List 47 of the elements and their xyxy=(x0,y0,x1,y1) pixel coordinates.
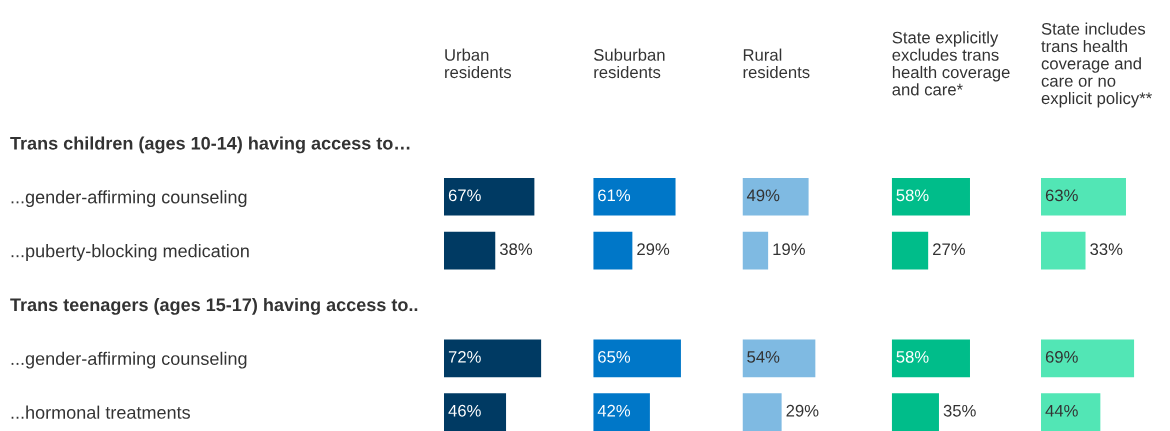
chart-title: Urban residents xyxy=(445,48,512,79)
bar xyxy=(593,393,650,431)
y-tick-label: ...puberty-blocking medication xyxy=(11,244,249,261)
y-tick-label: Trans teenagers (ages 15-17) having access to.. xyxy=(10,297,418,315)
bar xyxy=(593,339,681,378)
bar xyxy=(742,393,782,431)
bar xyxy=(1041,231,1086,270)
bar xyxy=(742,231,769,270)
bar xyxy=(444,177,535,216)
bar xyxy=(444,231,496,270)
data-label: 65% xyxy=(598,350,631,363)
bar xyxy=(1041,339,1135,378)
bar xyxy=(444,339,542,378)
y-tick-label: Trans children (ages 10-14) having access to… xyxy=(10,136,410,154)
data-label: 46% xyxy=(448,404,481,417)
data-label: 27% xyxy=(933,243,965,256)
bar xyxy=(1041,177,1126,216)
data-label: 44% xyxy=(1045,404,1078,417)
chart-title: State explicitly excludes trans health coverage and care* xyxy=(892,31,1010,96)
bar xyxy=(742,339,816,378)
bar xyxy=(1041,393,1101,431)
data-label: 61% xyxy=(598,189,631,202)
data-label: 35% xyxy=(943,404,976,417)
data-label: 42% xyxy=(597,404,631,417)
y-tick-label: ...gender-affirming counseling xyxy=(11,190,247,208)
data-label: 19% xyxy=(773,243,805,256)
chart-title: Suburban residents xyxy=(594,48,665,79)
data-label: 29% xyxy=(786,404,819,417)
data-label: 29% xyxy=(637,243,670,256)
data-label: 63% xyxy=(1045,189,1078,202)
bar xyxy=(742,177,809,216)
data-label: 38% xyxy=(499,243,533,256)
data-label: 72% xyxy=(448,350,481,363)
data-label: 49% xyxy=(746,189,780,202)
data-label: 67% xyxy=(448,189,481,202)
data-label: 54% xyxy=(747,351,780,363)
y-tick-label: ...hormonal treatments xyxy=(11,405,190,419)
data-label: 58% xyxy=(896,350,929,363)
data-label: 69% xyxy=(1045,350,1078,363)
data-label: 58% xyxy=(896,189,929,202)
bar xyxy=(593,177,676,216)
chart-title: State includes trans health coverage and care or no explicit policy** xyxy=(1041,22,1152,108)
bar xyxy=(444,393,507,431)
chart-title: Rural residents xyxy=(743,48,810,79)
y-tick-label: ...gender-affirming counseling xyxy=(11,351,247,369)
data-label: 33% xyxy=(1090,243,1123,256)
bar xyxy=(593,231,633,270)
